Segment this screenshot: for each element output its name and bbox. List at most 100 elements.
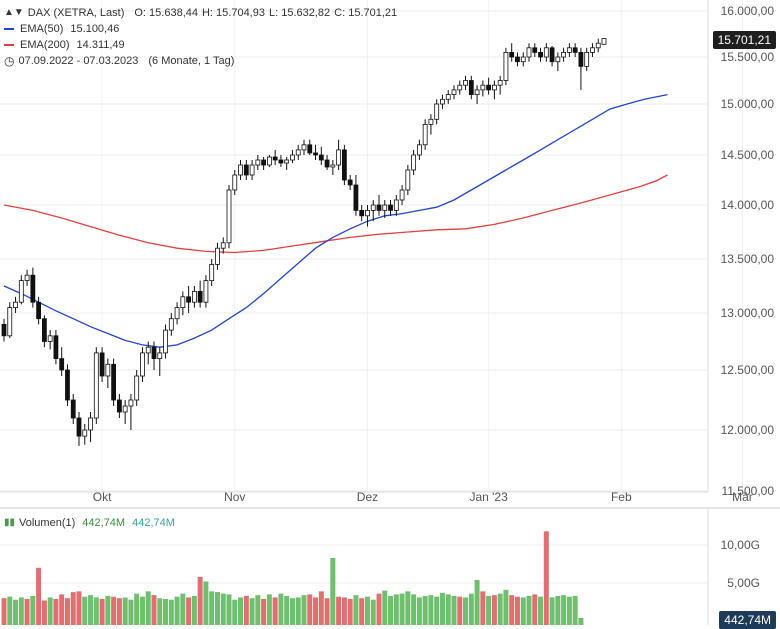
candle-body <box>601 38 607 45</box>
candle <box>463 75 468 90</box>
candles-series <box>1 38 607 446</box>
price-tick-label: 15.000,00 <box>721 97 775 111</box>
volume-bar <box>41 600 47 625</box>
volume-bar <box>341 597 347 625</box>
candle-body <box>526 47 532 58</box>
volume-bar <box>318 591 324 625</box>
candle <box>399 185 405 205</box>
volume-bar <box>128 599 134 625</box>
volume-bar <box>330 557 336 625</box>
candle-body <box>18 280 24 303</box>
candle-body <box>226 189 232 244</box>
candle-body <box>266 156 272 166</box>
candle-body <box>290 154 295 161</box>
candle-body <box>347 179 353 186</box>
candle <box>595 38 601 53</box>
candle-body <box>376 204 382 211</box>
candle-body <box>538 52 543 58</box>
candle-body <box>578 52 584 67</box>
candle <box>526 43 532 62</box>
candle <box>416 139 422 160</box>
volume-bar <box>416 597 422 625</box>
volume-bar <box>116 598 122 625</box>
candle <box>168 313 174 336</box>
candle-body <box>272 156 278 161</box>
candle-body <box>388 204 393 211</box>
candle <box>186 286 192 313</box>
candle <box>157 347 163 376</box>
volume-bar <box>36 567 42 625</box>
candle <box>272 149 278 165</box>
candle <box>353 175 359 216</box>
price-tick-label: 14.500,00 <box>721 148 775 162</box>
candle-icon: ▲▼ <box>4 7 24 18</box>
candle-body <box>405 169 411 191</box>
volume-bar <box>480 591 486 625</box>
candle <box>497 75 503 95</box>
candle-body <box>93 352 99 419</box>
candle <box>255 155 261 170</box>
candle-body <box>174 307 180 320</box>
candle-body <box>532 47 538 53</box>
candle <box>382 200 388 218</box>
candle-body <box>416 144 422 156</box>
volume-bar <box>364 596 370 625</box>
candle <box>440 94 445 110</box>
candle <box>180 291 186 316</box>
candle-body <box>590 47 595 53</box>
candle <box>41 315 47 348</box>
volume-bar <box>30 595 36 625</box>
ema200-value: 14.311,49 <box>76 39 125 51</box>
legend-volume: ▮▮ Volumen(1) 442,74M 442,74M <box>4 515 175 531</box>
volume-bar <box>503 589 509 625</box>
candle-body <box>140 352 145 377</box>
volume-bar <box>220 593 226 625</box>
candle <box>266 155 272 167</box>
candle-body <box>99 352 105 377</box>
volume-value1: 442,74M <box>82 517 126 529</box>
volume-bar <box>555 595 561 625</box>
candle-body <box>36 301 42 320</box>
volume-bar <box>13 599 19 625</box>
candle <box>238 160 243 180</box>
legend-period: ◷ 07.09.2022 - 07.03.2023 (6 Monate, 1 T… <box>4 53 234 69</box>
volume-bar <box>134 593 140 625</box>
candle-body <box>209 263 215 281</box>
volume-bar <box>445 594 451 625</box>
volume-bar <box>439 592 445 625</box>
candle <box>543 43 549 62</box>
volume-bar <box>393 594 399 625</box>
price-tick-label: 14.000,00 <box>721 198 775 212</box>
candle <box>7 302 13 339</box>
candle-body <box>365 209 370 217</box>
candle-body <box>145 346 151 354</box>
bars-icon: ▮▮ <box>4 517 16 528</box>
candle-body <box>215 247 220 265</box>
price-grid <box>0 0 743 492</box>
x-tick-label: Nov <box>224 490 245 504</box>
volume-bar <box>93 597 99 625</box>
candle-body <box>163 329 168 354</box>
candle-body <box>445 94 451 100</box>
legend-high: H: 15.704,93 <box>201 7 265 19</box>
candle <box>93 347 99 424</box>
volume-bar <box>232 599 238 625</box>
candle <box>590 43 595 57</box>
candle-body <box>509 52 515 58</box>
candle <box>163 324 168 359</box>
volume-bar <box>532 594 538 625</box>
candle <box>359 205 365 222</box>
candle-body <box>1 323 7 337</box>
candle <box>243 160 249 180</box>
volume-bar <box>163 598 169 625</box>
candle <box>532 43 538 57</box>
candle <box>278 155 284 167</box>
candle-body <box>543 47 549 58</box>
volume-bar <box>376 593 382 625</box>
candle-body <box>463 80 468 86</box>
candle-body <box>382 204 388 211</box>
candle-body <box>422 124 428 146</box>
candle <box>24 269 30 286</box>
candle-body <box>220 242 226 249</box>
candle <box>174 302 180 325</box>
